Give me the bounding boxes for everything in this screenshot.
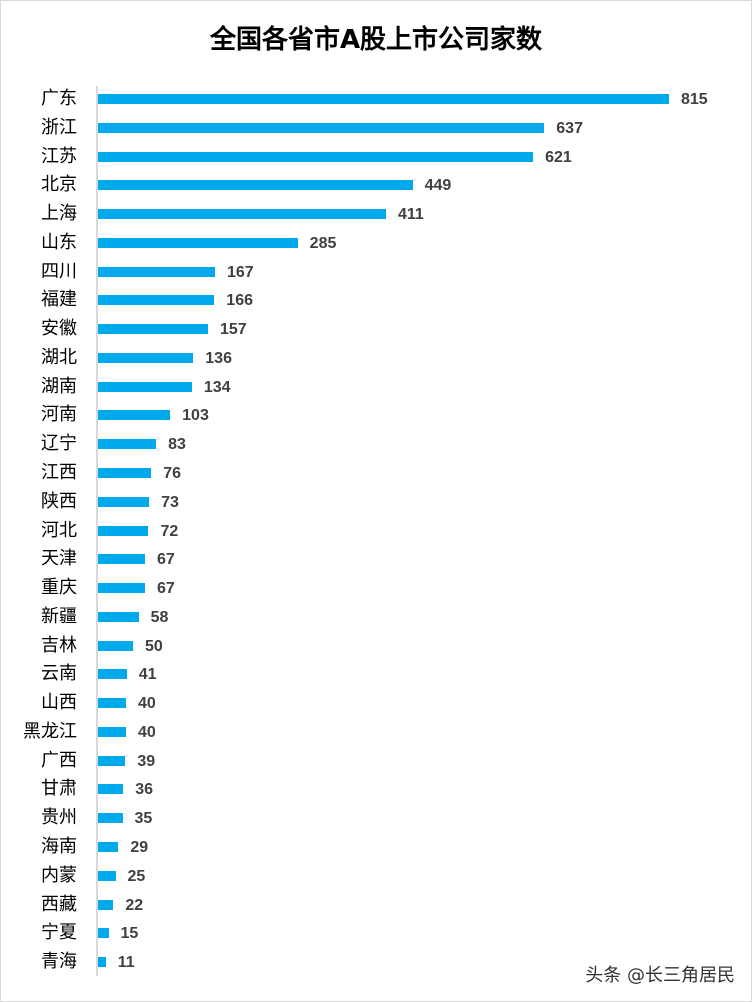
bar — [98, 784, 124, 795]
category-label: 北京 — [41, 174, 77, 196]
bar — [98, 669, 127, 680]
data-label: 76 — [163, 465, 182, 482]
category-label: 福建 — [41, 289, 77, 311]
bar — [98, 870, 116, 881]
category-label: 广西 — [41, 749, 77, 771]
data-label: 621 — [545, 148, 572, 166]
data-label: 41 — [138, 666, 157, 684]
category-label: 湖北 — [41, 346, 77, 368]
data-label: 36 — [135, 781, 154, 799]
bar — [98, 180, 413, 191]
category-label: 江苏 — [41, 145, 77, 167]
bar — [98, 640, 134, 651]
category-label: 黑龙江 — [23, 720, 77, 742]
bar — [98, 928, 109, 939]
bar — [98, 151, 534, 162]
chart-title: 全国各省市A股上市公司家数 — [209, 25, 543, 55]
category-label: 四川 — [41, 260, 77, 282]
category-label: 上海 — [41, 203, 77, 225]
data-label: 167 — [227, 263, 254, 281]
bar — [98, 439, 157, 450]
category-label: 浙江 — [41, 116, 77, 138]
watermark: 头条 @长三角居民 — [585, 965, 735, 986]
bar — [98, 266, 215, 277]
bar — [98, 122, 545, 133]
bar — [98, 381, 192, 392]
data-label: 40 — [138, 723, 156, 741]
data-label: 157 — [219, 321, 247, 339]
bar — [98, 496, 150, 507]
bar — [98, 94, 669, 104]
category-label: 辽宁 — [41, 433, 77, 455]
bar — [98, 468, 152, 478]
data-label: 449 — [424, 177, 452, 195]
category-label: 河南 — [41, 404, 77, 426]
bar — [98, 352, 194, 363]
data-label: 83 — [168, 436, 186, 454]
data-label: 39 — [137, 752, 156, 770]
bar — [98, 525, 149, 536]
data-label: 25 — [127, 867, 146, 885]
category-label: 河北 — [41, 519, 77, 541]
category-label: 宁夏 — [41, 922, 77, 944]
category-label: 海南 — [41, 836, 77, 858]
data-label: 40 — [138, 695, 156, 713]
bar — [98, 899, 114, 910]
category-label: 陕西 — [41, 490, 77, 512]
data-label: 15 — [120, 925, 139, 943]
category-label: 内蒙 — [41, 864, 77, 886]
category-label: 安徽 — [41, 318, 77, 340]
bar — [98, 410, 171, 421]
data-label: 35 — [134, 810, 153, 828]
data-label: 22 — [125, 896, 144, 914]
category-label: 新疆 — [41, 605, 77, 627]
category-axis-line — [96, 86, 98, 976]
data-label: 166 — [226, 292, 253, 310]
data-label: 285 — [309, 234, 337, 252]
category-label: 天津 — [41, 548, 77, 570]
bar — [98, 755, 126, 766]
data-label: 11 — [117, 954, 135, 972]
bar — [98, 957, 106, 968]
category-label: 重庆 — [41, 577, 77, 599]
data-label: 72 — [160, 522, 179, 540]
data-label: 58 — [150, 608, 169, 626]
bar — [98, 842, 119, 853]
data-label: 73 — [161, 493, 179, 511]
bar — [98, 295, 215, 306]
bar — [98, 554, 145, 565]
data-label: 136 — [205, 349, 232, 367]
category-label: 云南 — [41, 663, 77, 685]
bar — [98, 324, 208, 335]
bar — [98, 698, 127, 709]
data-label: 103 — [182, 407, 209, 425]
category-label: 山西 — [41, 692, 77, 714]
category-label: 吉林 — [41, 634, 77, 656]
category-label: 甘肃 — [41, 778, 77, 800]
bar — [98, 611, 139, 622]
category-label: 湖南 — [41, 375, 77, 397]
data-label: 67 — [156, 551, 175, 569]
category-label: 广东 — [41, 88, 77, 109]
data-label: 637 — [556, 119, 583, 137]
bar — [98, 583, 145, 594]
category-label: 贵州 — [41, 807, 77, 829]
category-label: 青海 — [41, 951, 77, 973]
bar — [98, 813, 123, 824]
bar — [98, 237, 298, 248]
bar — [98, 209, 386, 220]
category-label: 西藏 — [41, 893, 77, 915]
category-label: 江西 — [41, 462, 77, 483]
data-label: 815 — [681, 91, 708, 108]
data-label: 50 — [145, 637, 163, 655]
data-label: 134 — [203, 378, 231, 396]
category-label: 山东 — [41, 231, 77, 253]
data-label: 29 — [130, 839, 149, 857]
bar — [98, 726, 127, 737]
data-label: 411 — [397, 206, 424, 224]
data-label: 67 — [156, 580, 175, 598]
